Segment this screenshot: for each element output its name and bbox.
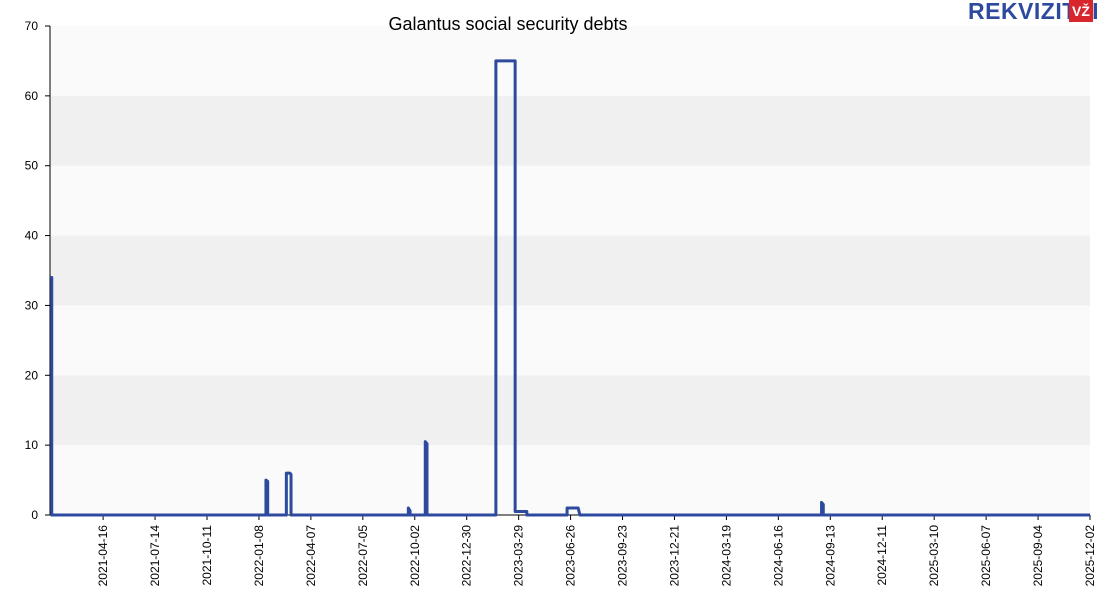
x-tick-label: 2022-01-08 bbox=[252, 525, 266, 587]
y-tick-label: 0 bbox=[31, 508, 38, 522]
logo-badge-text: VŽ bbox=[1072, 2, 1090, 19]
x-tick-label: 2025-09-04 bbox=[1031, 525, 1045, 587]
grid-band bbox=[50, 235, 1090, 306]
x-tick-label: 2024-09-13 bbox=[823, 525, 837, 587]
x-tick-label: 2024-12-11 bbox=[875, 525, 889, 586]
x-tick-label: 2025-06-07 bbox=[979, 525, 993, 587]
grid-band bbox=[50, 305, 1090, 376]
grid-band bbox=[50, 26, 1090, 96]
x-tick-label: 2024-06-16 bbox=[771, 525, 785, 587]
x-tick-label: 2023-03-29 bbox=[512, 525, 526, 587]
x-tick-label: 2024-03-19 bbox=[719, 525, 733, 587]
grid-band bbox=[50, 375, 1090, 446]
grid-band bbox=[50, 165, 1090, 236]
y-axis: 0 10 20 30 40 50 60 70 bbox=[25, 19, 51, 522]
grid-band bbox=[50, 95, 1090, 166]
x-tick-label: 2023-12-21 bbox=[667, 525, 681, 587]
y-tick-label: 20 bbox=[25, 368, 39, 382]
y-tick-label: 40 bbox=[25, 229, 39, 243]
chart-title: Galantus social security debts bbox=[388, 14, 627, 34]
y-tick-label: 60 bbox=[25, 89, 39, 103]
x-tick-label: 2025-12-02 bbox=[1083, 525, 1097, 587]
x-tick-label: 2022-04-07 bbox=[304, 525, 318, 587]
x-tick-label: 2022-07-05 bbox=[356, 525, 370, 587]
x-tick-label: 2022-10-02 bbox=[408, 525, 422, 587]
x-tick-label: 2021-04-16 bbox=[96, 525, 110, 587]
rekvizitai-logo[interactable]: REKVIZITAI VŽ bbox=[968, 0, 1099, 24]
y-tick-label: 10 bbox=[25, 438, 39, 452]
x-tick-label: 2021-07-14 bbox=[148, 525, 162, 587]
series-line bbox=[50, 59, 1090, 517]
y-tick-label: 30 bbox=[25, 298, 39, 312]
x-tick-label: 2021-10-11 bbox=[200, 525, 214, 586]
y-tick-label: 70 bbox=[25, 19, 39, 33]
x-tick-label: 2022-12-30 bbox=[460, 525, 474, 587]
logo-badge bbox=[1069, 0, 1093, 22]
x-tick-label: 2025-03-10 bbox=[927, 525, 941, 587]
background-bands bbox=[50, 26, 1090, 515]
x-axis: 2021-04-16 2021-07-14 2021-10-11 2022-01-08… bbox=[50, 514, 1097, 587]
grid-band bbox=[50, 445, 1090, 515]
x-tick-label: 2023-06-26 bbox=[564, 525, 578, 587]
x-tick-label: 2023-09-23 bbox=[616, 525, 630, 587]
y-tick-label: 50 bbox=[25, 159, 39, 173]
